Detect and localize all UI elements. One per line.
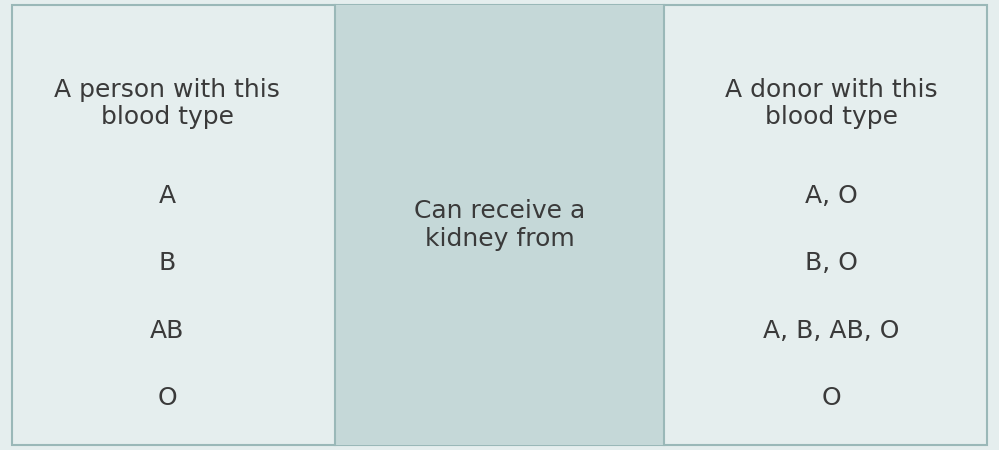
Text: Can receive a
kidney from: Can receive a kidney from [414, 199, 585, 251]
Text: A: A [159, 184, 176, 208]
Text: A, O: A, O [805, 184, 858, 208]
Text: B: B [159, 251, 176, 275]
Bar [335, 5, 664, 445]
Text: B, O: B, O [805, 251, 858, 275]
Text: O: O [822, 386, 841, 410]
Text: A person with this
blood type: A person with this blood type [54, 77, 281, 130]
Text: A, B, AB, O: A, B, AB, O [763, 319, 900, 343]
Text: O: O [158, 386, 177, 410]
Text: A donor with this
blood type: A donor with this blood type [725, 77, 938, 130]
Text: AB: AB [150, 319, 185, 343]
